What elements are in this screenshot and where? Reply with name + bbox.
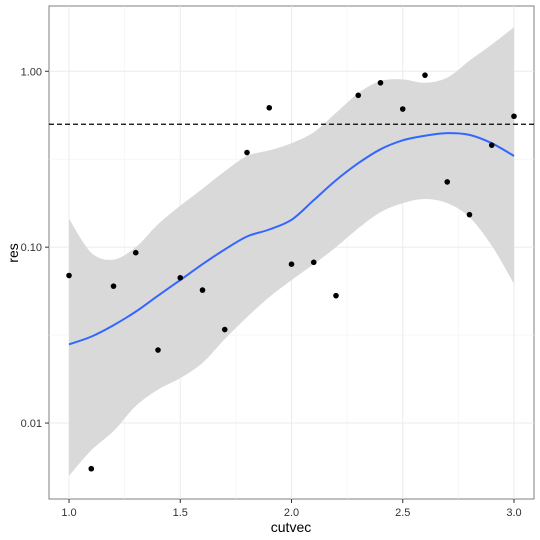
x-axis-title: cutvec	[271, 519, 311, 535]
data-point	[377, 79, 384, 86]
data-point	[288, 261, 295, 268]
data-point	[155, 347, 161, 353]
data-point	[266, 104, 273, 111]
data-point	[310, 259, 317, 266]
axes: 1.0 1.5 2.0 2.5 3.0 0.01 0.10 1.00	[21, 66, 522, 519]
data-point	[221, 326, 228, 333]
y-tick-label: 1.00	[21, 66, 42, 78]
data-point	[444, 179, 451, 185]
x-tick-label: 2.0	[284, 507, 299, 519]
data-point	[88, 465, 95, 472]
data-point	[333, 292, 339, 299]
y-axis-title: res	[5, 243, 21, 262]
x-tick-label: 3.0	[506, 507, 521, 519]
x-tick-label: 1.5	[173, 507, 188, 519]
points	[66, 72, 517, 472]
data-point	[399, 106, 406, 112]
x-tick-label: 1.0	[61, 507, 76, 519]
data-point	[177, 274, 184, 281]
data-point	[132, 249, 139, 256]
data-point	[244, 149, 250, 156]
smooth-fit-line	[68, 132, 515, 346]
data-point	[110, 283, 117, 289]
x-tick-label: 2.5	[395, 507, 410, 519]
data-point	[199, 287, 206, 293]
data-point	[422, 72, 428, 78]
data-point	[355, 92, 362, 99]
data-point	[511, 113, 517, 120]
smooth-line	[68, 132, 515, 346]
y-tick-label: 0.10	[21, 242, 42, 254]
data-point	[66, 272, 72, 279]
data-point	[466, 211, 473, 218]
data-point	[488, 142, 495, 148]
y-tick-label: 0.01	[21, 418, 42, 430]
